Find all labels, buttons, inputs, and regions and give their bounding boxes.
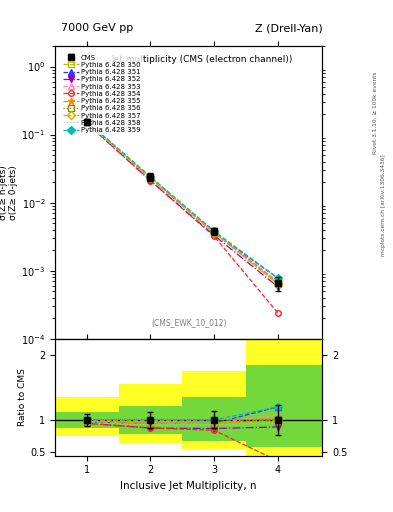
Pythia 6.428 357: [148, 175, 153, 181]
Legend: CMS, Pythia 6.428 350, Pythia 6.428 351, Pythia 6.428 352, Pythia 6.428 353, Pyt: CMS, Pythia 6.428 350, Pythia 6.428 351,…: [61, 52, 142, 135]
Pythia 6.428 359: [84, 118, 89, 124]
Pythia 6.428 351: [275, 275, 280, 281]
Pythia 6.428 353: [212, 230, 217, 236]
Line: Pythia 6.428 356: Pythia 6.428 356: [84, 119, 281, 286]
Line: Pythia 6.428 359: Pythia 6.428 359: [84, 119, 281, 281]
Pythia 6.428 358: [84, 120, 89, 126]
Pythia 6.428 352: [84, 120, 89, 126]
Pythia 6.428 350: [148, 174, 153, 180]
Pythia 6.428 354: [148, 178, 153, 184]
Pythia 6.428 355: [84, 118, 89, 124]
Pythia 6.428 354: [84, 120, 89, 126]
Pythia 6.428 351: [212, 230, 217, 236]
Text: Jet multiplicity (CMS (electron channel)): Jet multiplicity (CMS (electron channel)…: [111, 55, 293, 64]
Pythia 6.428 355: [212, 228, 217, 234]
Line: Pythia 6.428 354: Pythia 6.428 354: [84, 120, 281, 315]
X-axis label: Inclusive Jet Multiplicity, n: Inclusive Jet Multiplicity, n: [120, 481, 257, 491]
Pythia 6.428 356: [275, 280, 280, 286]
Pythia 6.428 357: [212, 230, 217, 236]
Text: (CMS_EWK_10_012): (CMS_EWK_10_012): [151, 318, 226, 327]
Line: Pythia 6.428 357: Pythia 6.428 357: [84, 120, 281, 287]
Pythia 6.428 357: [275, 281, 280, 287]
Pythia 6.428 353: [275, 278, 280, 284]
Y-axis label: σ(Z≥ n-jets)
σ(Z≥ 0-jets): σ(Z≥ n-jets) σ(Z≥ 0-jets): [0, 165, 18, 220]
Pythia 6.428 355: [148, 174, 153, 180]
Line: Pythia 6.428 352: Pythia 6.428 352: [84, 120, 281, 289]
Pythia 6.428 354: [212, 233, 217, 239]
Line: Pythia 6.428 353: Pythia 6.428 353: [84, 119, 281, 284]
Y-axis label: Ratio to CMS: Ratio to CMS: [18, 368, 27, 426]
Text: 7000 GeV pp: 7000 GeV pp: [61, 23, 133, 33]
Line: Pythia 6.428 355: Pythia 6.428 355: [83, 118, 281, 286]
Pythia 6.428 350: [212, 229, 217, 235]
Pythia 6.428 357: [84, 119, 89, 125]
Pythia 6.428 355: [275, 280, 280, 286]
Pythia 6.428 358: [275, 282, 280, 288]
Pythia 6.428 351: [84, 119, 89, 125]
Pythia 6.428 358: [212, 230, 217, 237]
Pythia 6.428 352: [275, 284, 280, 290]
Pythia 6.428 354: [275, 310, 280, 316]
Line: Pythia 6.428 358: Pythia 6.428 358: [87, 123, 278, 285]
Pythia 6.428 356: [84, 119, 89, 125]
Line: Pythia 6.428 350: Pythia 6.428 350: [84, 119, 281, 287]
Pythia 6.428 359: [212, 228, 217, 234]
Pythia 6.428 351: [148, 175, 153, 181]
Text: mcplots.cern.ch [arXiv:1306.3436]: mcplots.cern.ch [arXiv:1306.3436]: [381, 154, 386, 255]
Pythia 6.428 359: [275, 275, 280, 281]
Pythia 6.428 356: [212, 230, 217, 236]
Pythia 6.428 353: [84, 119, 89, 125]
Pythia 6.428 350: [84, 119, 89, 125]
Pythia 6.428 350: [275, 281, 280, 287]
Pythia 6.428 359: [148, 174, 153, 180]
Line: Pythia 6.428 351: Pythia 6.428 351: [84, 120, 281, 281]
Pythia 6.428 353: [148, 175, 153, 181]
Pythia 6.428 352: [212, 232, 217, 239]
Pythia 6.428 358: [148, 176, 153, 182]
Pythia 6.428 352: [148, 178, 153, 184]
Text: Z (Drell-Yan): Z (Drell-Yan): [255, 23, 322, 33]
Pythia 6.428 356: [148, 175, 153, 181]
Text: Rivet 3.1.10, ≥ 100k events: Rivet 3.1.10, ≥ 100k events: [373, 71, 378, 154]
